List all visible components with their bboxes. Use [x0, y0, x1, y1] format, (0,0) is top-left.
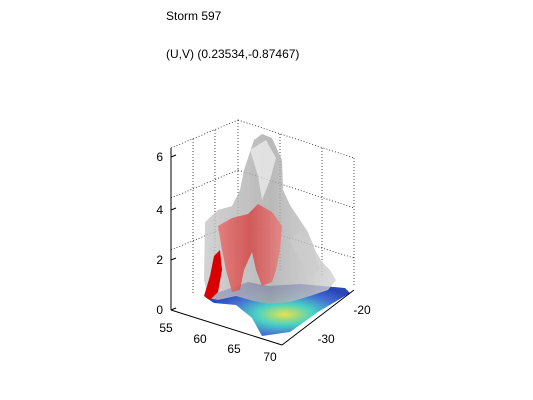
x-tick-label: 65	[227, 342, 241, 356]
x-tick-label: 60	[193, 332, 207, 346]
x-tick-label: 55	[159, 321, 173, 335]
y-axis-labels: -20 -30	[317, 303, 371, 346]
inner-isosurface	[218, 204, 282, 292]
y-tick-label: -20	[353, 303, 371, 317]
chart-subtitle: (U,V) (0.23534,-0.87467)	[166, 47, 300, 61]
z-tick-label: 4	[156, 203, 163, 217]
y-tick-label: -30	[317, 332, 335, 346]
z-axis-ticks	[170, 154, 177, 311]
z-tick-label: 6	[156, 150, 163, 164]
axes-box	[170, 148, 355, 346]
z-tick-label: 0	[156, 303, 163, 317]
chart-title: Storm 597	[166, 9, 222, 23]
x-axis-labels: 55 60 65 70	[159, 321, 277, 364]
x-tick-label: 70	[263, 350, 277, 364]
z-axis-labels: 0 2 4 6	[156, 150, 163, 317]
z-tick-label: 2	[156, 253, 163, 267]
core-region	[204, 250, 222, 300]
